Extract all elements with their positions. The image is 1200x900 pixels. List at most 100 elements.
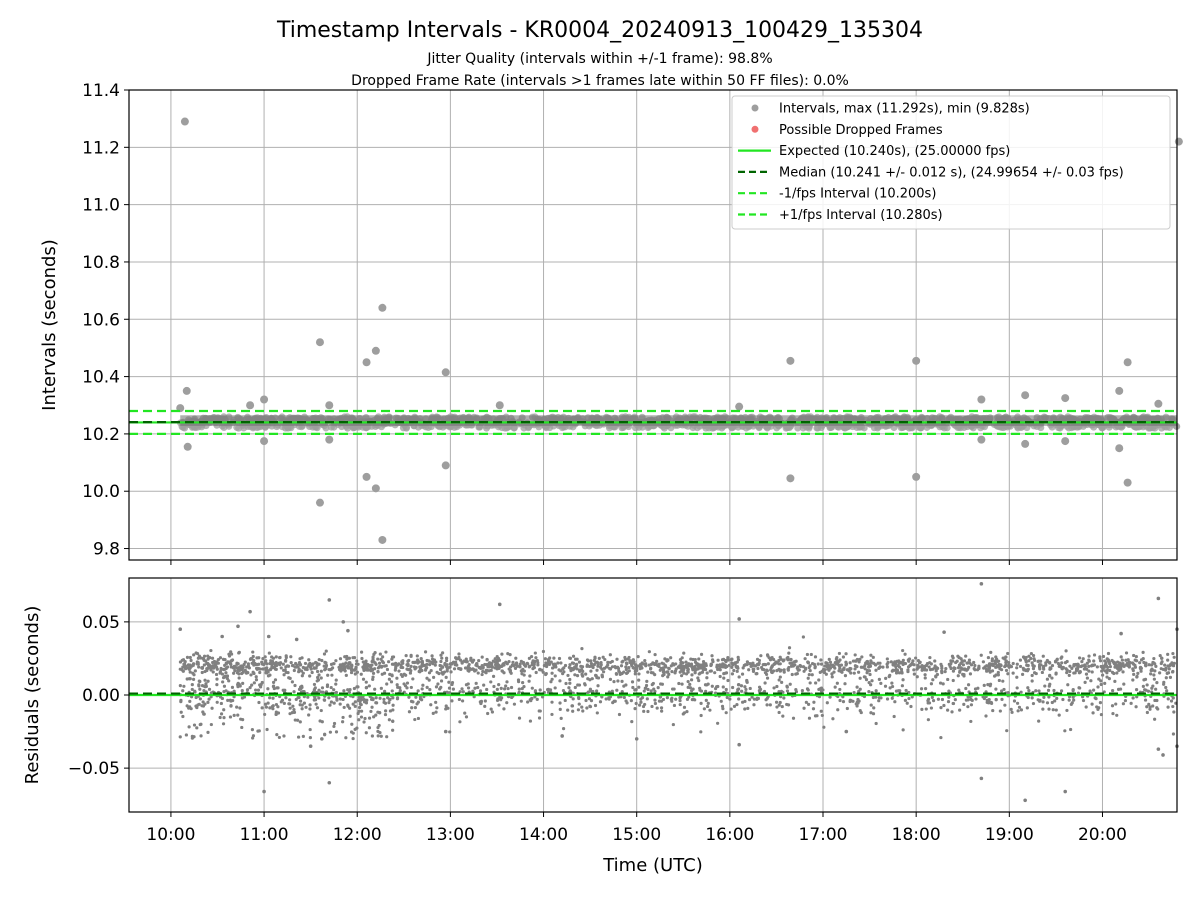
residual-point [364, 686, 368, 690]
residual-point [671, 722, 675, 727]
residual-point [222, 684, 227, 688]
residual-point [228, 661, 232, 666]
residual-point [439, 679, 444, 683]
residual-point [395, 697, 400, 701]
residual-point [282, 673, 286, 677]
residual-point [1084, 672, 1089, 676]
residual-outlier-point [844, 729, 849, 734]
residual-point [989, 701, 994, 706]
residual-point [571, 661, 576, 665]
residual-point [546, 687, 550, 692]
residual-point [383, 712, 388, 717]
residual-point [416, 700, 420, 704]
residual-point [356, 685, 360, 689]
interval-outlier-point [977, 395, 986, 404]
residual-point [450, 699, 454, 703]
residual-point [931, 699, 936, 703]
residual-point [346, 688, 350, 692]
residual-point [833, 661, 837, 665]
interval-outlier-point [1123, 358, 1132, 367]
residual-point [977, 664, 981, 668]
residual-point [1099, 712, 1103, 717]
residual-point [454, 660, 458, 664]
residual-point [1135, 659, 1139, 663]
residual-point [855, 685, 859, 689]
residual-point [200, 704, 204, 708]
residual-point [475, 664, 479, 668]
residual-point [195, 726, 199, 730]
residuals-y-tick-label: −0.05 [68, 759, 120, 779]
residual-point [612, 680, 616, 684]
residual-point [1021, 655, 1026, 659]
residual-point [686, 685, 690, 689]
residual-point [813, 655, 818, 659]
residual-point [220, 672, 224, 676]
residual-point [377, 723, 381, 728]
residual-point [982, 696, 987, 701]
residual-point [616, 679, 620, 683]
residual-point [638, 703, 642, 707]
residual-point [202, 688, 206, 693]
residual-point [1045, 677, 1049, 681]
residual-point [232, 671, 236, 675]
residual-point [838, 698, 842, 703]
residual-point [595, 711, 599, 715]
residual-point [355, 659, 359, 663]
residual-point [1040, 670, 1044, 675]
residual-point [380, 672, 384, 676]
residual-point [320, 720, 324, 724]
residual-point [956, 674, 960, 678]
residual-point [606, 660, 610, 664]
residual-point [749, 664, 753, 668]
residual-point [1108, 668, 1112, 673]
residual-point [777, 703, 781, 707]
residual-point [495, 687, 499, 692]
residual-point [1151, 660, 1155, 665]
residual-point [1042, 695, 1046, 699]
residual-point [387, 701, 391, 705]
residual-point [1072, 698, 1076, 702]
residual-point [1064, 667, 1068, 671]
residual-point [310, 663, 314, 667]
residual-point [986, 655, 991, 660]
residual-point [499, 686, 503, 690]
residual-point [573, 673, 577, 677]
residual-point [1018, 664, 1023, 669]
residual-point [745, 660, 749, 664]
residual-point [202, 663, 206, 667]
residual-point [209, 648, 213, 653]
residual-point [895, 668, 900, 672]
interval-outlier-point [735, 402, 744, 411]
residual-point [429, 703, 433, 707]
residual-point [1078, 670, 1082, 674]
residual-point [1018, 658, 1023, 662]
residual-point [638, 667, 642, 671]
residual-point [186, 666, 191, 670]
residual-point [346, 704, 350, 708]
residual-point [359, 709, 364, 713]
residual-point [360, 656, 364, 661]
residual-point [906, 665, 911, 669]
interval-outlier-point [1061, 437, 1070, 446]
residual-point [613, 699, 617, 703]
residual-point [782, 696, 786, 700]
residual-point [275, 663, 279, 668]
residual-point [206, 730, 210, 735]
residual-point [266, 701, 270, 705]
residual-point [399, 672, 403, 677]
residual-point [357, 709, 361, 713]
residual-point [806, 688, 810, 692]
residual-point [271, 696, 275, 700]
residual-point [364, 659, 368, 663]
residual-point [557, 656, 562, 661]
residual-point [598, 700, 603, 704]
residual-point [240, 689, 244, 693]
residual-point [1075, 668, 1079, 672]
residual-point [674, 697, 678, 701]
residual-point [843, 682, 847, 686]
residual-point [588, 678, 592, 682]
residual-point [483, 699, 487, 703]
intervals-x-ticks [170, 560, 1103, 565]
residual-point [895, 659, 899, 663]
residual-point [349, 670, 354, 675]
